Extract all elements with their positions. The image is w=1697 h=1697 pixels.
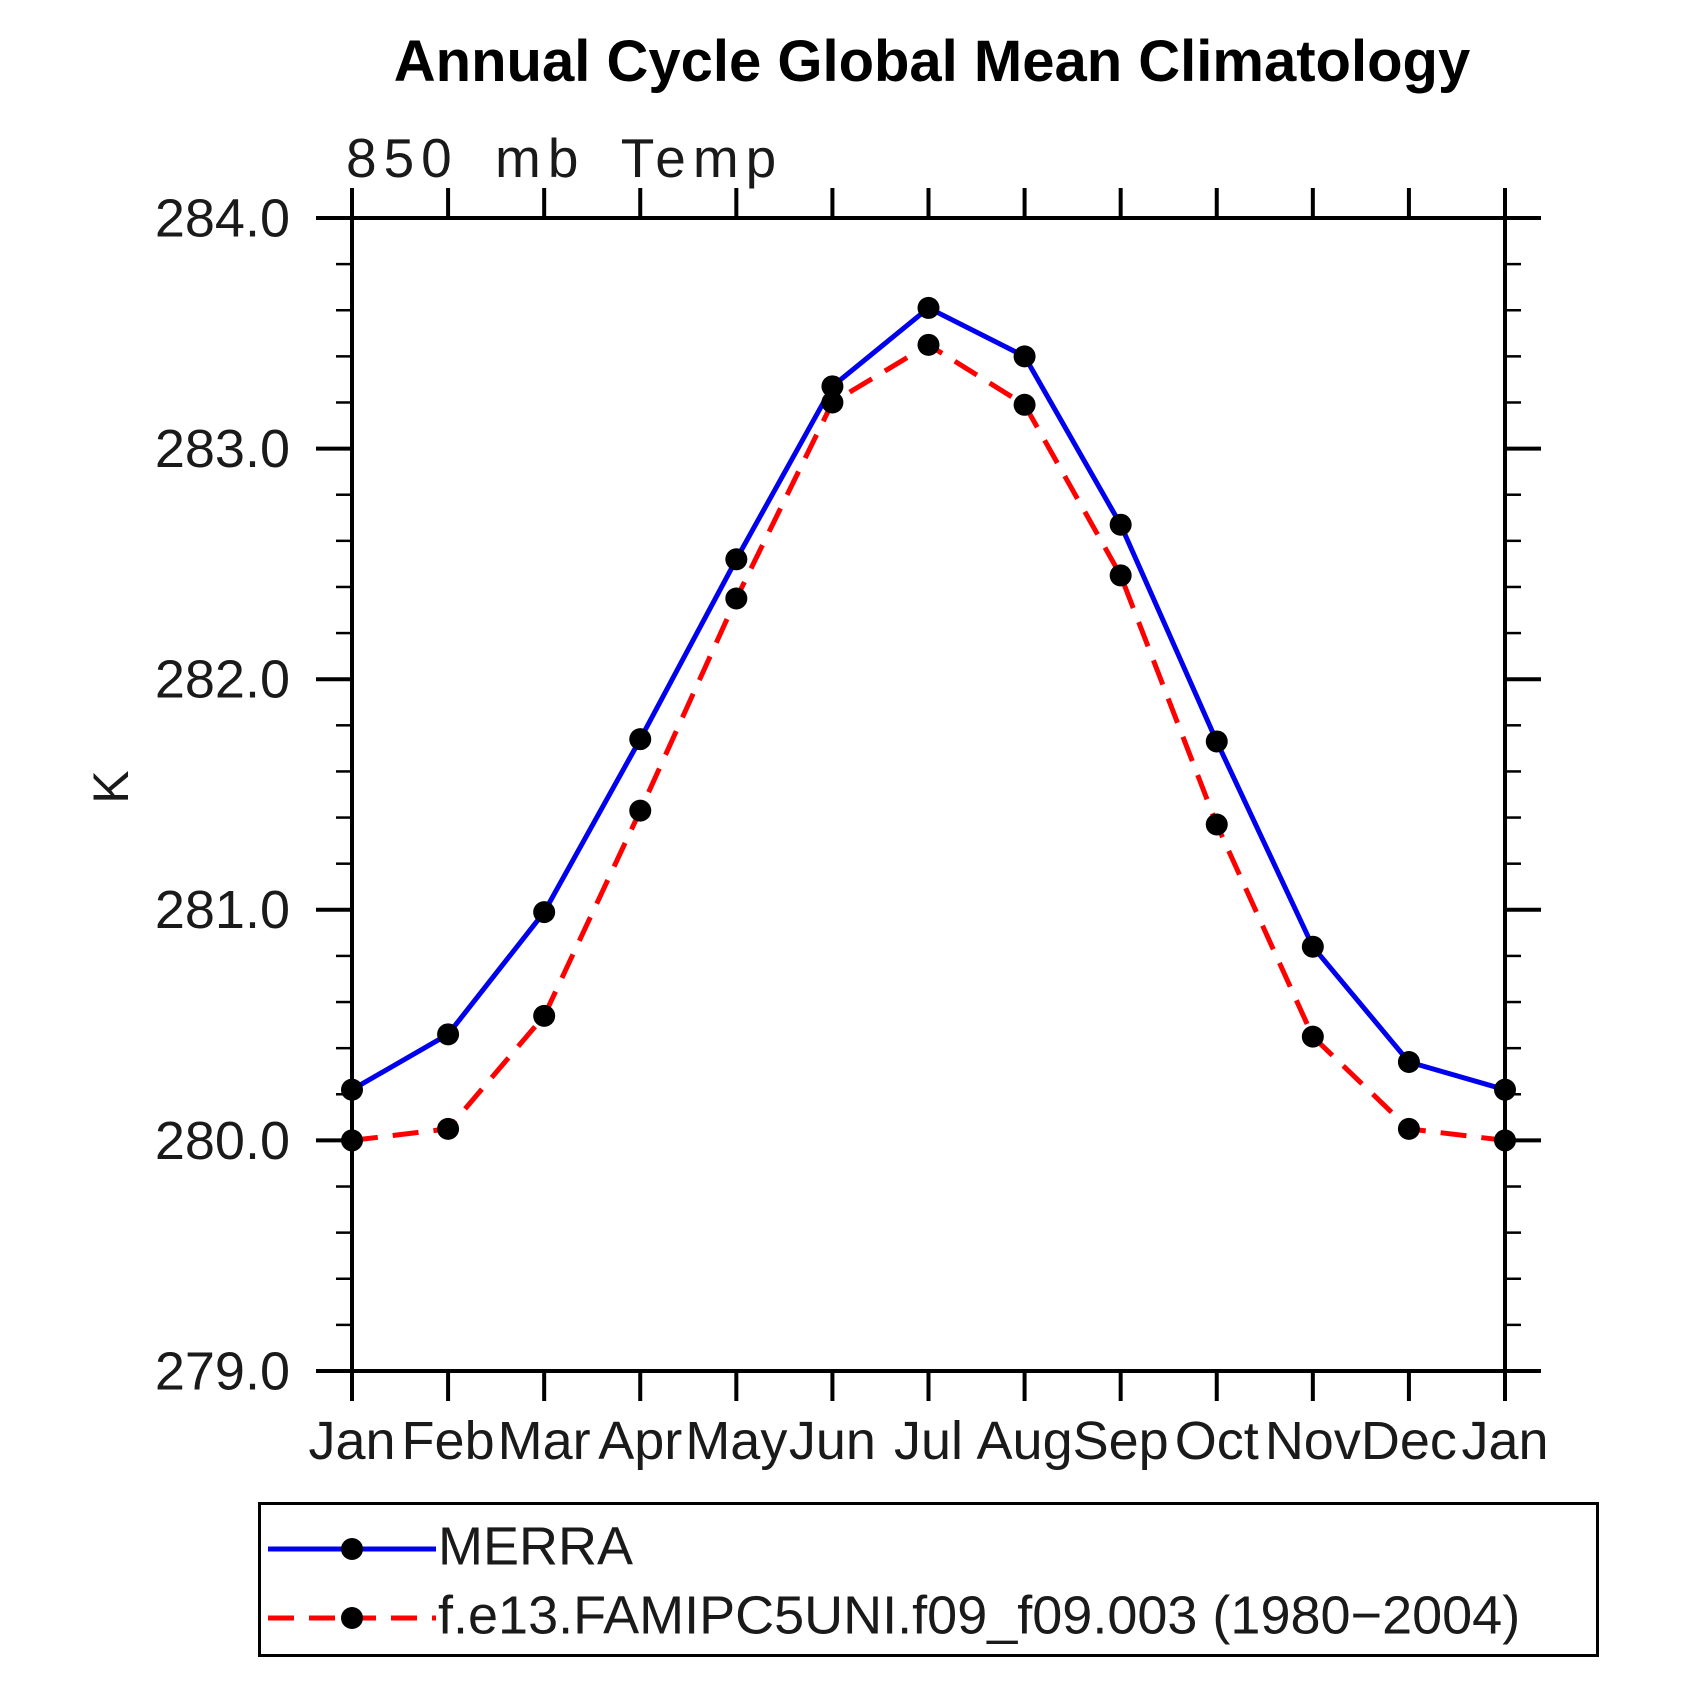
data-point-0-5 [821, 375, 844, 398]
series-line-1 [351, 341, 1506, 1143]
data-point-1-1 [437, 1117, 460, 1140]
series-line-0 [350, 304, 1506, 1093]
data-point-0-12 [1494, 1078, 1516, 1101]
x-tick-label: Dec [1361, 1411, 1457, 1471]
data-point-0-8 [1109, 513, 1132, 536]
y-tick-label: 279.0 [155, 1341, 290, 1401]
x-tick-label: Apr [598, 1411, 682, 1471]
data-point-1-0 [341, 1129, 363, 1152]
data-point-1-3 [629, 799, 652, 822]
data-point-0-0 [341, 1078, 363, 1101]
x-tick-label: May [685, 1411, 787, 1471]
x-tick-label: Sep [1073, 1411, 1169, 1471]
data-point-1-5 [821, 391, 844, 414]
y-tick-label: 281.0 [155, 880, 290, 940]
legend-label-merra: MERRA [438, 1516, 634, 1577]
legend-line-dashed [268, 1607, 436, 1629]
data-point-0-6 [917, 296, 940, 319]
x-tick-label: Jan [1461, 1411, 1548, 1471]
legend-item-model: f.e13.FAMIPC5UNI.f09_f09.003 (1980−2004) [261, 1586, 1596, 1646]
x-tick-label: Jun [789, 1411, 876, 1471]
data-point-1-10 [1301, 1025, 1324, 1048]
data-point-0-7 [1013, 345, 1036, 368]
data-point-1-9 [1205, 813, 1228, 836]
axis-frame [350, 216, 1507, 1373]
data-point-1-4 [725, 587, 748, 610]
legend-box: MERRA f.e13.FAMIPC5UNI.f09_f09.003 (1980… [258, 1502, 1599, 1657]
legend-marker-dot [341, 1607, 363, 1629]
data-point-0-4 [725, 548, 748, 571]
y-tick-label: 283.0 [155, 419, 290, 479]
legend-line-solid [268, 1538, 436, 1560]
x-tick-label: Jul [894, 1411, 963, 1471]
chart-subtitle: 850 mb Temp [346, 127, 784, 189]
data-point-1-7 [1013, 393, 1036, 416]
data-point-1-6 [917, 333, 940, 356]
x-tick-label: Jan [308, 1411, 395, 1471]
data-point-1-2 [533, 1004, 556, 1027]
data-point-1-11 [1397, 1117, 1420, 1140]
data-point-0-3 [629, 728, 652, 751]
x-tick-label: Nov [1265, 1411, 1361, 1471]
data-point-0-11 [1397, 1050, 1420, 1073]
data-point-1-8 [1109, 564, 1132, 587]
data-point-0-2 [533, 901, 556, 924]
x-tick-label: Feb [402, 1411, 495, 1471]
chart-title: Annual Cycle Global Mean Climatology [393, 29, 1471, 94]
y-tick-label: 284.0 [155, 188, 290, 248]
data-point-0-10 [1301, 935, 1324, 958]
legend-item-merra: MERRA [261, 1517, 1596, 1577]
x-tick-label: Aug [977, 1411, 1073, 1471]
data-point-0-9 [1205, 730, 1228, 753]
x-tick-label: Mar [498, 1411, 591, 1471]
legend-marker-dot [341, 1538, 363, 1560]
data-point-0-1 [437, 1023, 460, 1046]
y-tick-label: 282.0 [155, 650, 290, 710]
legend-label-model: f.e13.FAMIPC5UNI.f09_f09.003 (1980−2004) [438, 1585, 1521, 1646]
data-point-1-12 [1494, 1129, 1516, 1152]
x-tick-label: Oct [1175, 1411, 1259, 1471]
y-tick-label: 280.0 [155, 1111, 290, 1171]
